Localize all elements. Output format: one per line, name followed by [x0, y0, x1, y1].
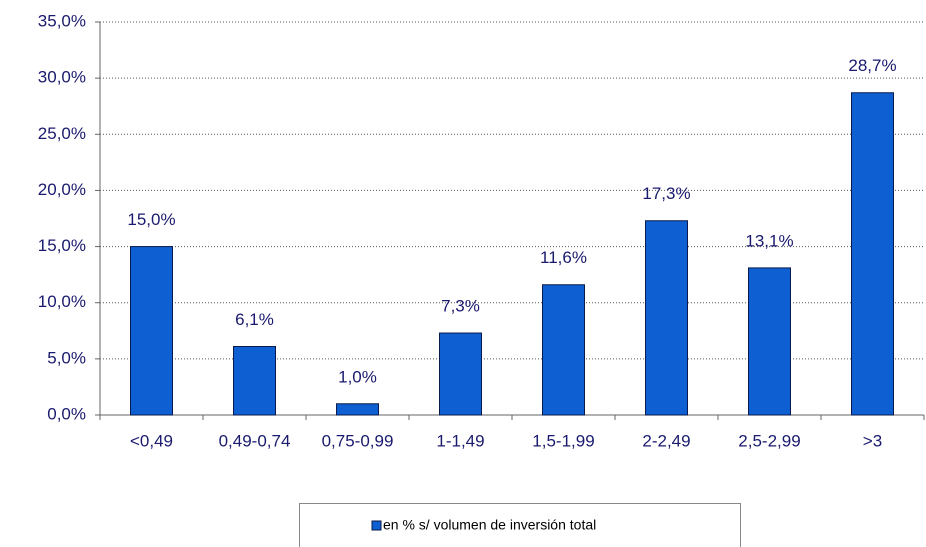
x-tick-label: 2-2,49 — [642, 431, 690, 450]
data-label: 1,0% — [338, 367, 377, 386]
y-tick-label: 20,0% — [38, 180, 86, 199]
x-tick-label: 0,49-0,74 — [219, 431, 291, 450]
bar — [233, 346, 276, 416]
y-tick-label: 25,0% — [38, 124, 86, 143]
legend-swatch — [371, 520, 382, 531]
data-label: 11,6% — [540, 248, 587, 267]
y-tick-label: 0,0% — [47, 404, 86, 423]
bar — [542, 284, 585, 416]
data-label: 6,1% — [235, 310, 274, 329]
x-tick-label: 0,75-0,99 — [322, 431, 394, 450]
data-label: 13,1% — [745, 231, 793, 250]
x-tick-label: 1,5-1,99 — [532, 431, 594, 450]
legend-label: en % s/ volumen de inversión total — [383, 517, 596, 533]
bar — [336, 403, 379, 416]
x-tick-label: <0,49 — [130, 431, 173, 450]
y-tick-label: 5,0% — [47, 348, 86, 367]
data-label: 28,7% — [848, 56, 896, 75]
x-tick-label: 1-1,49 — [436, 431, 484, 450]
x-tick-label: >3 — [863, 431, 882, 450]
bar — [130, 246, 173, 416]
x-tick-label: 2,5-2,99 — [738, 431, 800, 450]
bar — [645, 220, 688, 416]
bar — [439, 332, 482, 416]
y-tick-label: 35,0% — [38, 11, 86, 30]
data-label: 17,3% — [642, 184, 690, 203]
data-label: 7,3% — [441, 297, 480, 316]
y-tick-label: 10,0% — [38, 292, 86, 311]
bar — [851, 92, 894, 416]
y-tick-label: 30,0% — [38, 68, 86, 87]
data-label: 15,0% — [127, 210, 175, 229]
bar — [748, 267, 791, 416]
y-tick-label: 15,0% — [38, 236, 86, 255]
